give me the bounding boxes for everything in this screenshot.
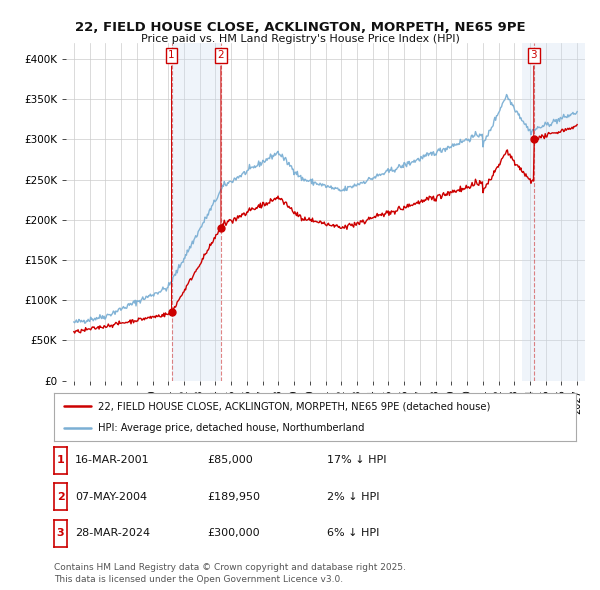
Text: £85,000: £85,000 (207, 455, 253, 465)
Text: 6% ↓ HPI: 6% ↓ HPI (327, 529, 379, 538)
Text: £300,000: £300,000 (207, 529, 260, 538)
Text: 28-MAR-2024: 28-MAR-2024 (75, 529, 150, 538)
Text: 2: 2 (57, 492, 64, 502)
Text: 1: 1 (57, 455, 64, 465)
Text: HPI: Average price, detached house, Northumberland: HPI: Average price, detached house, Nort… (98, 423, 365, 433)
Text: 3: 3 (530, 50, 537, 137)
Text: Price paid vs. HM Land Registry's House Price Index (HPI): Price paid vs. HM Land Registry's House … (140, 34, 460, 44)
Text: 3: 3 (57, 529, 64, 538)
Text: 22, FIELD HOUSE CLOSE, ACKLINGTON, MORPETH, NE65 9PE: 22, FIELD HOUSE CLOSE, ACKLINGTON, MORPE… (74, 21, 526, 34)
Text: £189,950: £189,950 (207, 492, 260, 502)
Text: 17% ↓ HPI: 17% ↓ HPI (327, 455, 386, 465)
Text: 1: 1 (168, 50, 175, 310)
Text: 2% ↓ HPI: 2% ↓ HPI (327, 492, 380, 502)
Text: Contains HM Land Registry data © Crown copyright and database right 2025.
This d: Contains HM Land Registry data © Crown c… (54, 563, 406, 584)
Bar (522, 43, 585, 381)
Text: 22, FIELD HOUSE CLOSE, ACKLINGTON, MORPETH, NE65 9PE (detached house): 22, FIELD HOUSE CLOSE, ACKLINGTON, MORPE… (98, 401, 491, 411)
Text: 2: 2 (218, 50, 224, 225)
Bar (172, 43, 221, 381)
Text: 16-MAR-2001: 16-MAR-2001 (75, 455, 149, 465)
Text: 07-MAY-2004: 07-MAY-2004 (75, 492, 147, 502)
